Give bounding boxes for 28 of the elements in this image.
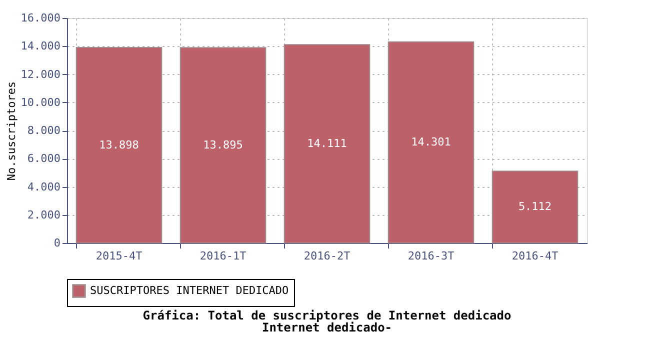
x-tick-label: 2016-2T [304,250,351,262]
text: 5.112 [518,200,552,214]
y-tick-label: 12.000 [20,68,60,81]
text: 13.895 [203,138,243,152]
text: 14.301 [411,135,451,148]
x-tick-label: 2016-4T [512,250,559,262]
x-tick-label: 2015-4T [96,250,143,262]
y-tick-label: 16.000 [20,12,60,24]
bar [388,41,474,244]
bar [492,170,578,244]
y-tick-label: 4.000 [27,180,60,194]
text: Internet dedicado- [262,320,392,334]
text: 13.898 [99,138,139,152]
y-tick-label: 6.000 [27,152,60,166]
x-tick-label: 2016-3T [408,250,455,262]
y-tick-label: 2.000 [27,208,60,222]
y-tick-label: 10.000 [20,96,60,109]
bar [76,47,162,244]
y-tick-label: 14.000 [20,40,60,53]
y-tick-label: 8.000 [27,124,60,137]
y-tick-label: 0 [54,236,60,250]
text: 14.111 [307,136,347,150]
x-tick-label: 2016-1T [200,250,247,262]
text: Gráfica: Total de suscriptores de Internet dedicado [142,308,512,322]
legend-label: SUSCRIPTORES INTERNET DEDICADO [90,284,289,297]
bar [284,44,370,244]
bar [180,47,266,244]
y-axis-title: No.suscriptores [4,81,18,181]
